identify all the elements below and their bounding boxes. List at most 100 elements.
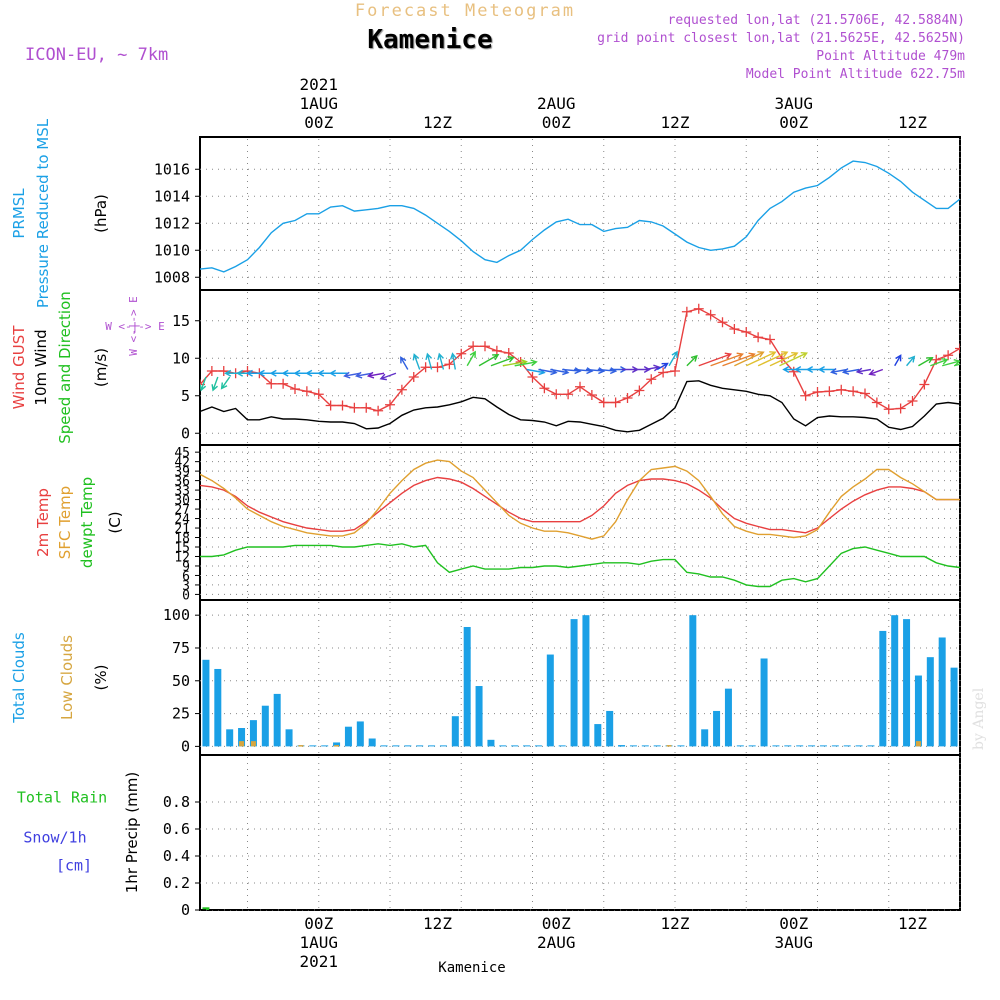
bar	[416, 745, 424, 747]
bar	[546, 654, 554, 747]
gust-marker	[717, 317, 728, 328]
bar	[796, 745, 804, 747]
wind-arrow	[645, 364, 661, 372]
panel-frame	[199, 754, 961, 911]
location-title: Kamenice	[367, 25, 492, 55]
plot-area	[200, 303, 960, 433]
wind-arrow	[366, 371, 385, 379]
bar	[321, 745, 329, 747]
wind-arrow	[894, 354, 902, 367]
bar	[903, 619, 911, 747]
panel-unit: (C)	[106, 511, 124, 533]
grid-coords: grid point closest lon,lat (21.5625E, 42…	[597, 31, 965, 46]
panel-frame	[199, 599, 961, 756]
y-tick-label: 24	[174, 513, 190, 528]
bottom-axis-label: 1AUG	[299, 933, 338, 952]
plot-area	[200, 459, 960, 588]
gust-marker	[396, 384, 407, 395]
wind-arrow	[817, 366, 836, 373]
wind-arrow	[379, 372, 397, 381]
wind-arrow	[918, 357, 934, 367]
wind-arrow	[412, 353, 421, 370]
gust-marker	[278, 378, 289, 389]
panel-unit: 1hr Precip (mm)	[123, 772, 141, 893]
panel-wind: 0 5 10 15 Wind GUST 10m Wind Speed and Directi…	[10, 289, 961, 446]
gust-marker	[551, 389, 562, 400]
panel-label: Total Clouds	[10, 632, 28, 724]
wind-arrow	[930, 357, 949, 367]
y-tick-label: 39	[174, 465, 190, 480]
bottom-axis-label: 3AUG	[774, 933, 813, 952]
bar	[618, 745, 626, 747]
panel-label: Low Clouds	[58, 635, 76, 720]
bar	[344, 726, 352, 747]
bar	[724, 688, 732, 747]
bar	[392, 745, 400, 747]
gust-marker	[408, 372, 419, 382]
gust-marker	[860, 388, 870, 399]
bar	[570, 619, 578, 747]
wind-arrow	[425, 352, 433, 370]
y-tick-label: 0.6	[163, 820, 190, 838]
y-tick-label: 18	[174, 532, 190, 547]
gust-marker	[753, 332, 764, 343]
wind-arrow	[757, 351, 789, 367]
gust-marker	[812, 387, 823, 397]
series-line	[200, 543, 960, 588]
bar	[594, 724, 602, 747]
bar	[938, 637, 946, 747]
bar	[867, 745, 875, 747]
bar	[226, 729, 234, 747]
y-tick-label: 0	[182, 588, 190, 603]
panel-label: 2m Temp	[34, 488, 52, 557]
wind-arrow	[829, 367, 848, 375]
top-axis-label: 1AUG	[299, 94, 338, 113]
gust-marker	[670, 366, 680, 376]
compass-horizontal: W <-|-> E	[105, 320, 165, 333]
bar	[879, 630, 887, 747]
bar	[261, 705, 269, 747]
gust-marker	[658, 367, 669, 378]
panel-clouds: 0 25 50 75 100 Total Clouds Low Clouds (%)	[10, 599, 961, 756]
gust-marker	[622, 393, 633, 403]
bar	[689, 615, 697, 747]
bar	[249, 720, 257, 747]
wind-arrow	[354, 371, 373, 379]
gust-marker	[349, 402, 360, 413]
y-tick-label: 1010	[154, 241, 190, 259]
wind-arrow	[710, 352, 744, 367]
y-tick-label: 21	[174, 522, 190, 537]
gust-marker	[361, 402, 372, 413]
bar	[606, 710, 614, 747]
wind-arrow	[490, 355, 515, 367]
gust-marker	[907, 396, 918, 406]
top-axis-label: 00Z	[542, 113, 571, 132]
panel-precip: 0 0.2 0.4 0.6 0.8 Total Rain Snow/1h [cm] 1hr Pr…	[17, 754, 961, 919]
bar	[463, 626, 471, 747]
bar	[309, 745, 317, 747]
y-tick-label: 0.8	[163, 793, 190, 811]
y-tick-label: 27	[174, 503, 190, 518]
gust-marker	[385, 399, 395, 410]
bar	[748, 745, 756, 747]
bar	[511, 745, 519, 747]
bar	[843, 745, 851, 747]
gust-marker	[824, 386, 835, 397]
product-title: Forecast Meteogram	[355, 1, 575, 21]
y-tick-label: 33	[174, 484, 190, 499]
series-line	[200, 459, 960, 540]
y-tick-label: 6	[182, 569, 190, 584]
gust-marker	[610, 397, 621, 408]
wind-arrow	[478, 354, 500, 367]
bar	[891, 615, 899, 747]
bar	[558, 745, 566, 747]
bar	[855, 745, 863, 747]
bar	[784, 745, 792, 747]
bar	[772, 745, 780, 747]
gust-marker	[218, 366, 229, 376]
gust-marker	[705, 309, 716, 320]
wind-arrow	[585, 367, 606, 375]
y-tick-label: 15	[174, 541, 190, 556]
gust-marker	[883, 404, 894, 415]
